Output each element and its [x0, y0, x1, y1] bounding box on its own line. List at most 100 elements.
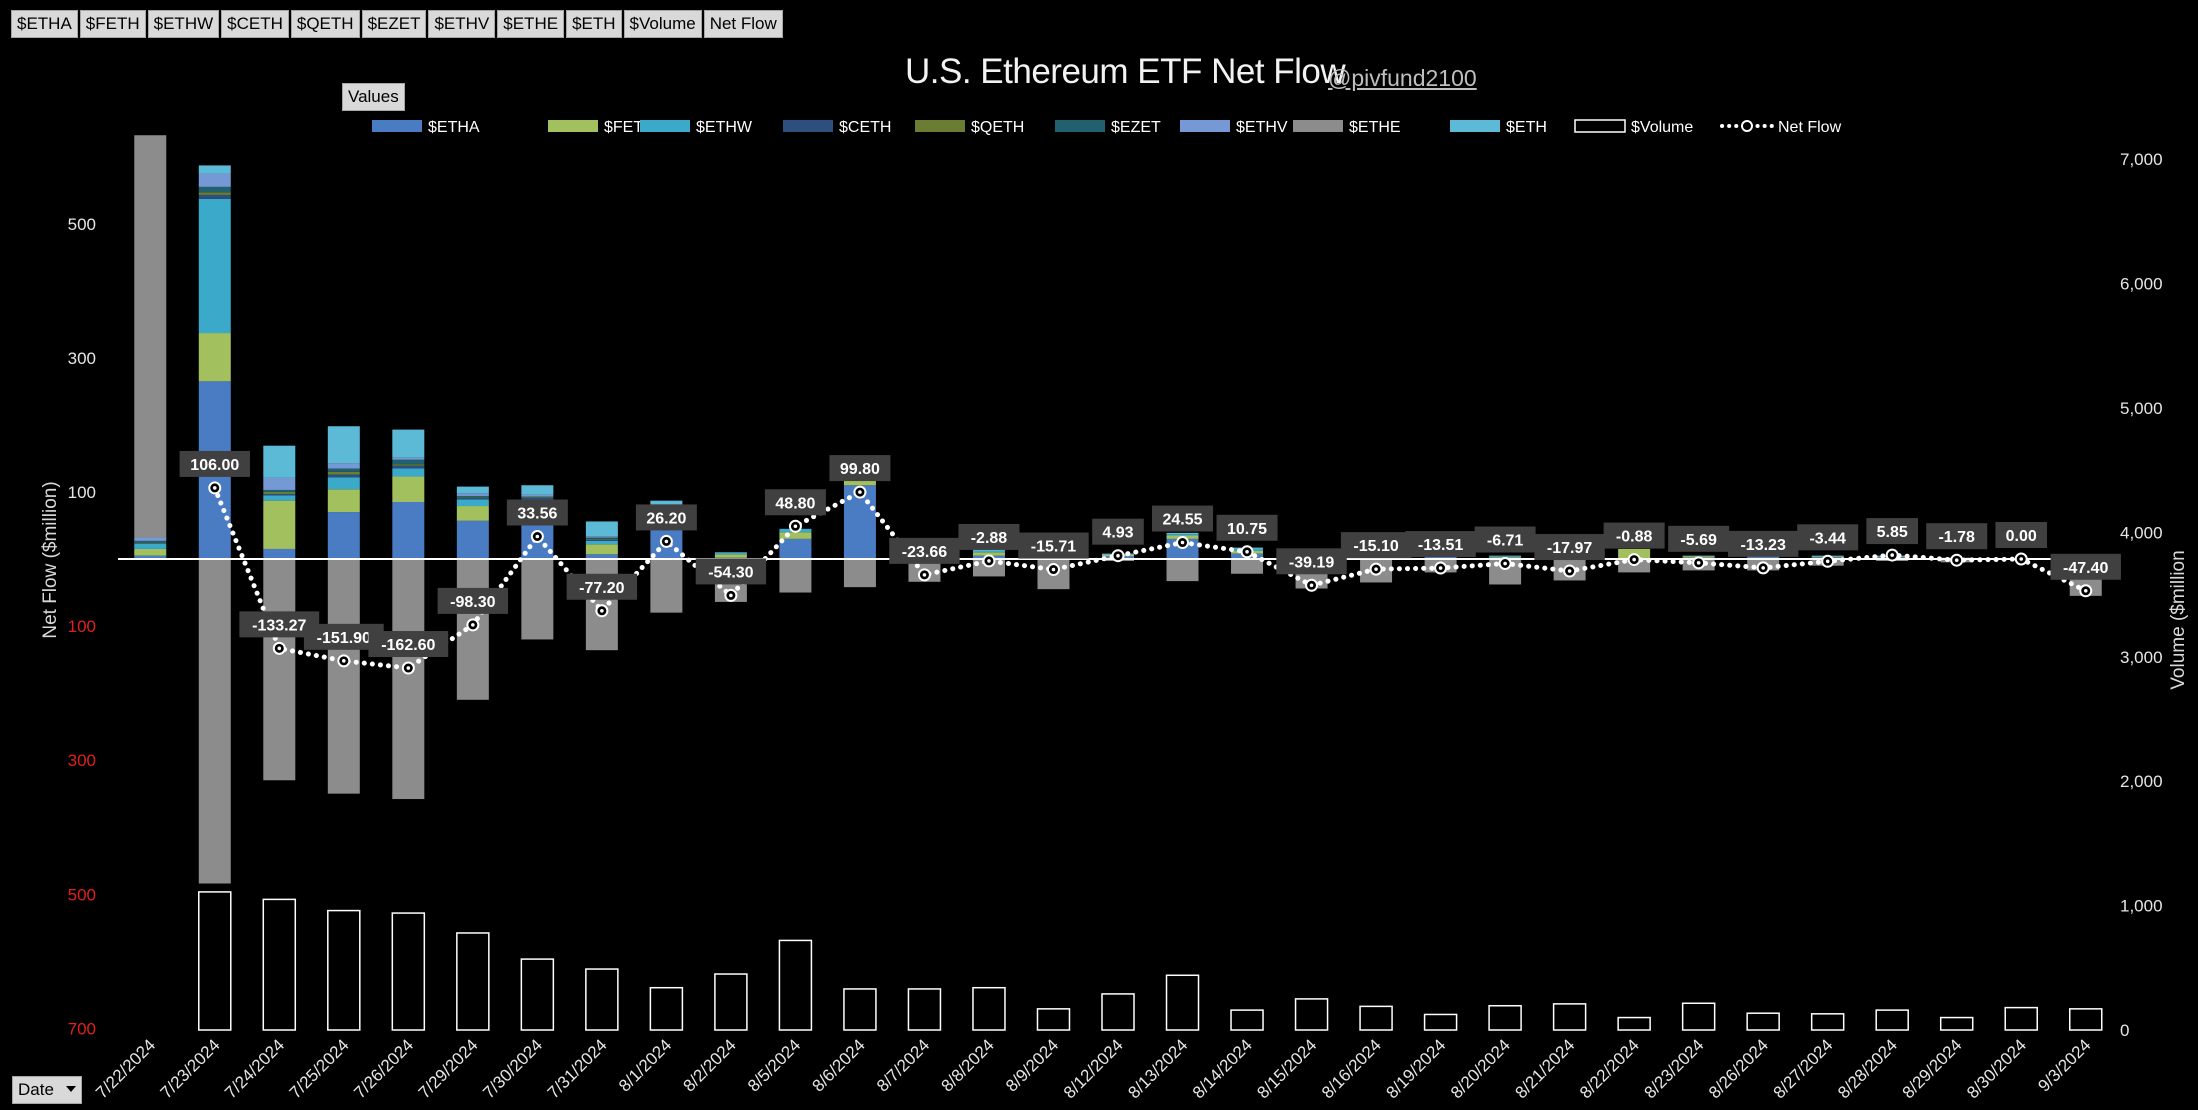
data-label-box	[958, 523, 1020, 550]
flow-bar-ezet	[456, 495, 489, 498]
legend-swatch	[372, 120, 422, 132]
y-axis-tick-label: 500	[68, 215, 96, 234]
flow-bar-feth	[392, 476, 425, 503]
x-axis-tick-label: 8/23/2024	[1641, 1035, 1708, 1102]
net-flow-data-label: 24.55	[1162, 512, 1202, 529]
volume-bar	[1230, 1009, 1264, 1031]
data-label-box	[1926, 523, 1988, 550]
filter-button-etha[interactable]: $ETHA	[11, 10, 78, 38]
chart-subtitle-link[interactable]: @pivfund2100	[1328, 65, 1477, 91]
x-axis-tick-label: 8/9/2024	[1002, 1035, 1062, 1095]
flow-bar-ethe	[1166, 559, 1199, 582]
flow-bar-ethv	[327, 463, 360, 469]
flow-bar-eth	[327, 426, 360, 464]
x-axis-tick-label: 9/3/2024	[2034, 1035, 2094, 1095]
volume-bar	[1165, 974, 1200, 1031]
flow-bar-ceth	[585, 539, 618, 541]
flow-bar-etha	[1424, 556, 1457, 559]
filter-button-ezet[interactable]: $EZET	[361, 10, 427, 38]
volume-bar	[198, 891, 232, 1031]
flow-bar-feth	[779, 532, 812, 539]
flow-bar-ethv	[456, 493, 489, 496]
legend-label: Net Flow	[1778, 119, 1842, 136]
net-flow-marker-dot	[535, 534, 540, 539]
data-label-box	[437, 587, 509, 614]
flow-bar-ethw	[972, 550, 1005, 553]
data-label-box	[1018, 532, 1089, 559]
flow-bar-ethw	[198, 198, 231, 334]
flow-bar-ethv	[134, 537, 167, 541]
filter-button-qeth[interactable]: $QETH	[290, 10, 360, 38]
flow-bar-feth	[327, 489, 360, 513]
flow-bar-ethv	[650, 504, 683, 505]
flow-bar-ethw	[1166, 534, 1199, 536]
net-flow-marker-dot	[1309, 583, 1314, 588]
filter-button-volume[interactable]: $Volume	[623, 10, 702, 38]
flow-bar-feth	[714, 554, 747, 558]
net-flow-data-label: -47.40	[2063, 560, 2108, 577]
legend-swatch-volume	[1574, 119, 1626, 133]
flow-bar-ethw	[263, 495, 296, 501]
flow-bar-feth	[972, 552, 1005, 556]
net-flow-marker-dot	[1374, 567, 1378, 571]
net-flow-marker-dot	[922, 573, 927, 577]
date-field-button[interactable]: Date	[12, 1076, 82, 1104]
x-axis-tick-label: 8/19/2024	[1382, 1035, 1449, 1102]
x-axis-tick-label: 7/23/2024	[157, 1035, 224, 1102]
data-label-box	[635, 504, 697, 531]
data-label-box	[889, 537, 960, 564]
flow-bar-ceth	[327, 474, 360, 478]
net-flow-marker-dot	[406, 666, 411, 670]
x-axis-tick-label: 8/20/2024	[1447, 1035, 1514, 1102]
data-label-box	[179, 450, 250, 477]
volume-bar	[1939, 1016, 1974, 1031]
legend-label: $Volume	[1631, 119, 1693, 136]
net-flow-data-label: -13.51	[1418, 537, 1463, 554]
filter-button-ethe[interactable]: $ETHE	[497, 10, 565, 38]
net-flow-data-label: -133.27	[252, 617, 306, 634]
net-flow-marker-dot	[1567, 569, 1572, 573]
flow-bar-etha	[263, 548, 296, 559]
filter-button-ceth[interactable]: $CETH	[221, 10, 289, 38]
filter-button-net-flow[interactable]: Net Flow	[703, 10, 783, 38]
filter-button-ethv[interactable]: $ETHV	[428, 10, 496, 38]
flow-bar-ethw	[585, 540, 618, 545]
flow-bar-ceth	[392, 465, 425, 469]
data-label-box	[1405, 531, 1476, 558]
net-flow-marker-dot	[2019, 557, 2024, 561]
flow-bar-ceth	[263, 493, 296, 496]
volume-bar	[1488, 1004, 1522, 1031]
values-field-button[interactable]: Values	[342, 83, 405, 111]
net-flow-marker-dot	[1503, 561, 1507, 566]
flow-bar-ethv	[585, 536, 618, 538]
data-label-box	[1797, 524, 1859, 551]
data-label-box	[1216, 514, 1278, 541]
data-label-box	[2050, 553, 2121, 580]
legend-label: $QETH	[971, 119, 1024, 136]
net-flow-data-label: -5.69	[1680, 532, 1717, 549]
net-flow-marker-dot	[1438, 566, 1443, 570]
data-label-box	[566, 573, 638, 600]
net-flow-data-label: -2.88	[971, 530, 1008, 547]
y2-axis-tick-label: 2,000	[2120, 772, 2163, 791]
y-axis-tick-label: 500	[68, 885, 96, 904]
volume-bar	[456, 932, 490, 1031]
volume-bar	[1617, 1016, 1651, 1031]
x-axis-tick-label: 8/14/2024	[1189, 1035, 1256, 1102]
legend-swatch	[1055, 120, 1105, 132]
flow-bar-ethv	[392, 457, 425, 460]
flow-bar-ethe	[1231, 559, 1264, 574]
data-label-box	[506, 499, 568, 526]
data-label-box	[1092, 518, 1144, 545]
flow-bar-ethe	[327, 559, 360, 794]
x-axis-tick-label: 7/25/2024	[286, 1035, 353, 1102]
x-axis-tick-label: 8/28/2024	[1834, 1035, 1901, 1102]
filter-button-ethw[interactable]: $ETHW	[147, 10, 220, 38]
net-flow-data-label: -15.10	[1353, 538, 1398, 555]
x-axis-tick-label: 7/24/2024	[221, 1035, 288, 1102]
flow-bar-eth	[263, 445, 296, 478]
flow-bar-ethe	[198, 559, 231, 884]
flow-bar-qeth	[263, 491, 296, 494]
filter-button-feth[interactable]: $FETH	[79, 10, 146, 38]
filter-button-eth[interactable]: $ETH	[566, 10, 622, 38]
